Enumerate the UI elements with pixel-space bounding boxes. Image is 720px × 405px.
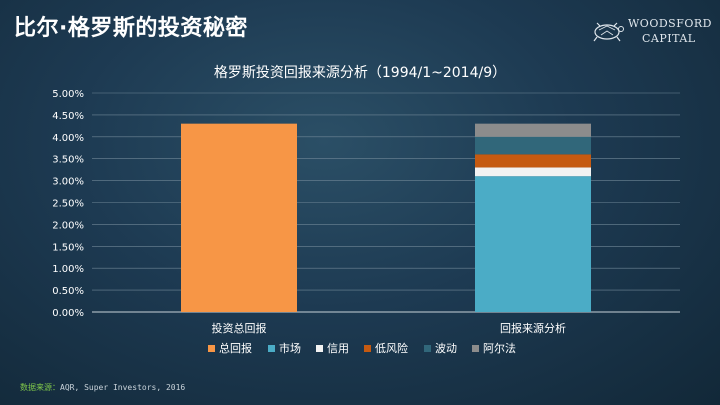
- turtle-logo-icon: [593, 22, 624, 42]
- bar-segment-低风险: [475, 154, 591, 168]
- stacked-bar-chart: 0.00% 0.50% 1.00% 1.50% 2.00% 2.50% 3.00% 3.50%…: [52, 89, 680, 355]
- company-logo: WOODSFORD CAPITAL: [588, 14, 712, 48]
- y-tick-label: 3.50%: [52, 155, 84, 166]
- y-tick-label: 4.50%: [52, 111, 84, 122]
- legend-swatch: [424, 345, 431, 352]
- bar-segment-总回报: [181, 123, 297, 312]
- legend-swatch: [268, 345, 275, 352]
- x-tick-label: 投资总回报: [212, 321, 267, 335]
- y-tick-label: 1.50%: [52, 242, 84, 253]
- legend-swatch: [472, 345, 479, 352]
- legend-label: 总回报: [219, 341, 252, 355]
- legend-label: 低风险: [375, 341, 408, 355]
- legend-label: 信用: [327, 342, 349, 355]
- legend-label: 市场: [279, 341, 301, 355]
- y-tick-label: 5.00%: [52, 89, 84, 100]
- source-text: AQR, Super Investors, 2016: [60, 383, 186, 392]
- y-tick-label: 3.00%: [52, 177, 84, 188]
- legend-swatch: [208, 345, 215, 352]
- x-tick-label: 回报来源分析: [500, 321, 566, 335]
- bar-segment-波动: [475, 136, 591, 155]
- source-note: 数据来源：AQR, Super Investors, 2016: [20, 382, 185, 393]
- bar-segment-信用: [475, 167, 591, 177]
- legend-label: 阿尔法: [483, 341, 516, 355]
- legend-label: 波动: [435, 342, 457, 355]
- logo-line1: WOODSFORD: [628, 17, 712, 30]
- y-tick-label: 0.50%: [52, 286, 84, 297]
- y-tick-label: 1.00%: [52, 264, 84, 275]
- legend-swatch: [364, 345, 371, 352]
- y-tick-label: 2.00%: [52, 220, 84, 231]
- y-tick-label: 0.00%: [52, 308, 84, 319]
- slide-title: 比尔·格罗斯的投资秘密: [14, 16, 248, 41]
- y-tick-label: 2.50%: [52, 199, 84, 210]
- y-tick-label: 4.00%: [52, 133, 84, 144]
- logo-line2: CAPITAL: [642, 32, 696, 45]
- bar-segment-阿尔法: [475, 123, 591, 137]
- chart-title: 格罗斯投资回报来源分析（1994/1~2014/9）: [213, 65, 507, 81]
- legend-swatch: [316, 345, 323, 352]
- source-label: 数据来源：: [20, 383, 60, 392]
- bar-segment-市场: [475, 176, 591, 312]
